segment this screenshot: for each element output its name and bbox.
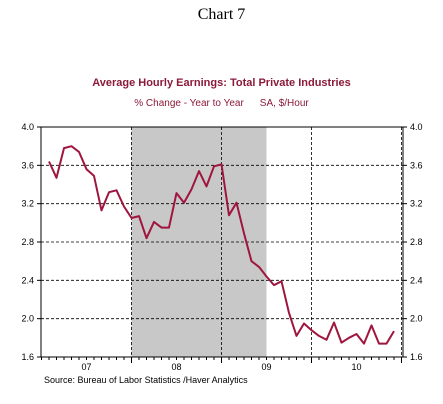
y-tick-label-right: 2.8 — [410, 237, 423, 247]
y-tick-label-right: 3.2 — [410, 199, 423, 209]
grid-layer — [41, 127, 403, 357]
earnings-growth-line — [48, 145, 395, 345]
series-layer — [48, 145, 395, 345]
x-tick-label: 10 — [351, 362, 361, 372]
x-tick-label: 09 — [261, 362, 271, 372]
axis-label-layer: 4.0 4.0 3.6 3.6 3.2 3.2 2.8 2.8 2.4 2.4 2.0 2.0 1.6 1… — [21, 122, 422, 372]
subtitle-adjustment: SA, $/Hour — [259, 98, 309, 109]
y-tick-label-right: 2.4 — [410, 275, 423, 285]
y-tick-label-left: 3.2 — [21, 199, 34, 209]
tick-layer — [37, 126, 407, 363]
y-tick-label-right: 1.6 — [410, 352, 423, 362]
y-tick-label-left: 2.8 — [21, 237, 34, 247]
y-tick-label-right: 4.0 — [410, 122, 423, 132]
y-tick-label-right: 3.6 — [410, 160, 423, 170]
subtitle-units: % Change - Year to Year — [134, 98, 244, 109]
chart-title: Average Hourly Earnings: Total Private I… — [92, 77, 351, 89]
x-tick-label: 07 — [81, 362, 91, 372]
y-tick-label-left: 2.4 — [21, 275, 34, 285]
chart-heading: Chart 7 — [197, 6, 246, 23]
y-tick-label-left: 2.0 — [21, 314, 34, 324]
source-note: Source: Bureau of Labor Statistics /Have… — [44, 375, 248, 385]
y-tick-label-left: 4.0 — [21, 122, 34, 132]
x-tick-label: 08 — [171, 362, 181, 372]
chart-subtitle: % Change - Year to Year SA, $/Hour — [0, 98, 443, 109]
y-tick-label-left: 3.6 — [21, 160, 34, 170]
y-tick-label-left: 1.6 — [21, 352, 34, 362]
y-tick-label-right: 2.0 — [410, 314, 423, 324]
